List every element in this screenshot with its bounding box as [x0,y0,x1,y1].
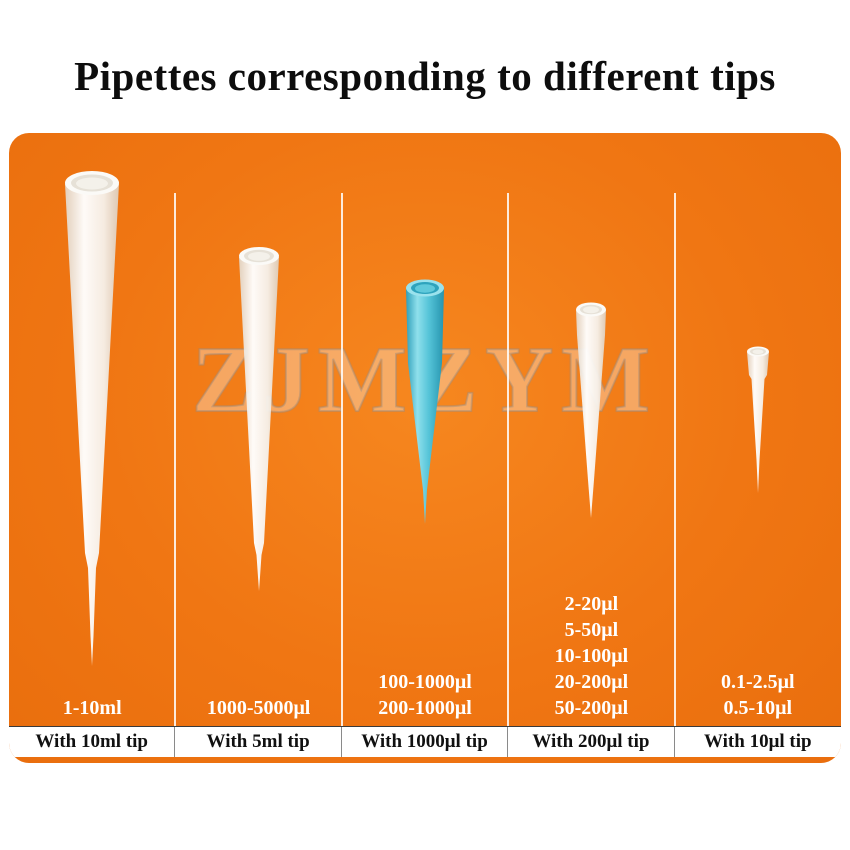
tip-label-200ul: With 200μl tip [508,727,675,757]
column-divider [673,193,676,726]
volume-label: 2-20μl [564,593,619,615]
volume-label: 200-1000μl [378,697,472,719]
pipette-tip-200ul-icon [573,300,609,525]
tip-columns: 1-10ml 1000-5000μl [9,133,841,726]
volume-label: 0.5-10μl [723,697,793,719]
volume-label: 10-100μl [554,645,629,667]
column-10ml: 1-10ml [9,133,175,726]
volume-labels-5ml: 1000-5000μl [207,695,311,721]
volume-label: 1000-5000μl [206,697,311,719]
column-1000ul: 100-1000μl 200-1000μl [342,133,508,726]
tip-label-10ml: With 10ml tip [9,727,176,757]
tip-label-strip: With 10ml tip With 5ml tip With 1000μl t… [9,726,841,757]
pipette-tip-5ml-icon [236,245,282,598]
column-divider [174,193,177,726]
volume-label: 20-200μl [554,671,629,693]
volume-labels-10ul: 0.1-2.5μl 0.5-10μl [721,669,795,721]
tip-label-5ml: With 5ml tip [175,727,342,757]
column-10ul: 0.1-2.5μl 0.5-10μl [675,133,841,726]
pipette-tip-10ml-icon [62,168,122,673]
volume-label: 5-50μl [564,619,619,641]
pipette-tip-10ul-icon [745,345,771,500]
column-divider [507,193,510,726]
volume-label: 100-1000μl [378,671,472,693]
tip-label-1000ul: With 1000μl tip [342,727,509,757]
column-5ml: 1000-5000μl [175,133,341,726]
column-200ul: 2-20μl 5-50μl 10-100μl 20-200μl 50-200μl [508,133,674,726]
volume-labels-1000ul: 100-1000μl 200-1000μl [378,669,472,721]
volume-labels-10ml: 1-10ml [63,695,122,721]
tips-panel: ZJMZYM 1-10ml [9,133,841,763]
volume-label: 50-200μl [554,697,629,719]
tip-label-10ul: With 10μl tip [704,731,812,752]
volume-labels-200ul: 2-20μl 5-50μl 10-100μl 20-200μl 50-200μl [555,591,629,721]
volume-label: 0.1-2.5μl [721,671,795,693]
page: Pipettes corresponding to different tips… [0,0,850,763]
column-divider [340,193,343,726]
pipette-tip-1000ul-icon [403,278,447,530]
page-title: Pipettes corresponding to different tips [74,53,776,99]
volume-label: 1-10ml [62,697,122,719]
